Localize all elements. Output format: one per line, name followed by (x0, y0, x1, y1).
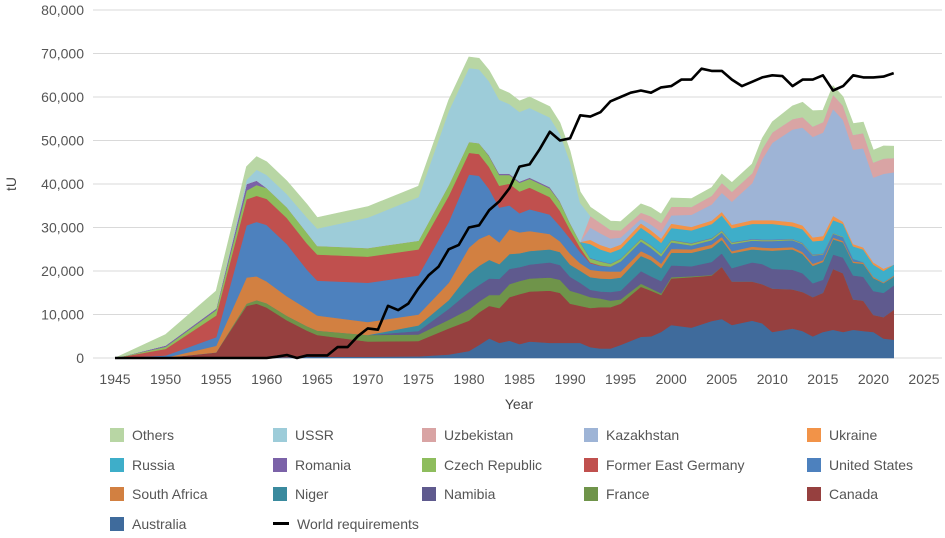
legend-swatch (422, 428, 436, 442)
legend-swatch (584, 428, 598, 442)
x-tick-label: 1975 (403, 371, 434, 387)
y-tick-label: 50,000 (41, 133, 84, 149)
x-tick-label: 1970 (352, 371, 383, 387)
legend-label: Czech Republic (444, 456, 543, 473)
x-tick-label: 1945 (99, 371, 130, 387)
legend-label: Namibia (444, 486, 496, 502)
legend-label: Others (132, 427, 175, 443)
legend-label: Niger (295, 486, 329, 502)
legend-swatch (422, 487, 436, 501)
legend-line-swatch (273, 522, 289, 525)
legend-label: Canada (829, 486, 879, 502)
x-tick-label: 1960 (251, 371, 282, 387)
legend-swatch (584, 457, 598, 472)
legend-swatch (807, 428, 821, 442)
legend-item: South Africa (110, 486, 208, 502)
legend-swatch (273, 487, 287, 501)
legend-label: World requirements (297, 515, 419, 532)
legend-swatch (110, 487, 124, 501)
world-requirements-line (115, 67, 895, 360)
y-tick-label: 30,000 (41, 220, 84, 236)
legend-item: France (584, 486, 650, 502)
legend-item: USSR (273, 427, 334, 443)
y-tick-label: 0 (76, 350, 84, 366)
x-tick-label: 1950 (150, 371, 181, 387)
legend-item: Australia (110, 516, 186, 532)
y-tick-label: 10,000 (41, 307, 84, 323)
legend-item: Russia (110, 457, 175, 473)
legend-label: United States (829, 456, 914, 473)
legend-item: Canada (807, 486, 878, 502)
legend-item: Others (110, 427, 174, 443)
legend-swatch (273, 428, 287, 442)
legend-swatch (273, 457, 287, 472)
legend-swatch (422, 457, 436, 472)
y-tick-label: 70,000 (41, 46, 84, 62)
x-tick-label: 1995 (605, 371, 636, 387)
legend-item: Kazakhstan (584, 427, 679, 443)
area-series (114, 56, 894, 359)
legend-item: Former East Germany (584, 457, 744, 473)
legend-label: Ukraine (829, 427, 878, 443)
y-axis-title: tU (3, 177, 19, 191)
x-tick-label: 1965 (302, 371, 333, 387)
legend-swatch (584, 487, 598, 501)
legend-swatch (807, 457, 821, 472)
y-tick-label: 60,000 (41, 89, 84, 105)
area-others (114, 56, 894, 359)
y-axis-ticks: 0 10,000 20,000 30,000 40,000 50,000 60,000 70,… (41, 2, 84, 366)
x-tick-label: 1955 (201, 371, 232, 387)
legend-item: Namibia (422, 486, 495, 502)
x-tick-label: 1980 (453, 371, 484, 387)
x-tick-label: 2010 (757, 371, 788, 387)
y-tick-label: 80,000 (41, 2, 84, 18)
legend-label: Uzbekistan (444, 427, 514, 443)
stacked-area-chart: 0 10,000 20,000 30,000 40,000 50,000 60,000 70,… (3, 2, 942, 410)
legend-swatch (110, 457, 124, 472)
x-axis-ticks: 1945 1950 1955 1960 1965 1970 1975 1980 1985 1990… (99, 371, 939, 387)
legend-label: Former East Germany (606, 456, 745, 473)
x-axis-title: Year (505, 396, 534, 410)
legend-label: Australia (132, 515, 187, 532)
world-requirements-series (115, 67, 895, 360)
legend-swatch (807, 487, 821, 501)
legend-item: Niger (273, 486, 328, 502)
y-tick-label: 40,000 (41, 176, 84, 192)
legend-label: France (606, 486, 650, 502)
legend-swatch (110, 516, 124, 531)
x-tick-label: 2020 (858, 371, 889, 387)
x-tick-label: 2025 (908, 371, 939, 387)
legend-label: USSR (295, 427, 334, 443)
legend-item: Czech Republic (422, 457, 542, 473)
legend-label: Romania (295, 456, 352, 473)
legend-label: South Africa (132, 486, 208, 502)
legend-label: Russia (132, 456, 175, 473)
legend-item: World requirements (273, 516, 419, 532)
x-tick-label: 1985 (504, 371, 535, 387)
legend-item: Uzbekistan (422, 427, 513, 443)
y-tick-label: 20,000 (41, 263, 84, 279)
legend-item: Ukraine (807, 427, 877, 443)
legend-item: United States (807, 457, 913, 473)
x-tick-label: 1990 (554, 371, 585, 387)
x-tick-label: 2015 (807, 371, 838, 387)
legend-swatch (110, 428, 124, 442)
x-tick-label: 2000 (656, 371, 687, 387)
legend-item: Romania (273, 457, 351, 473)
legend-label: Kazakhstan (606, 427, 680, 443)
x-tick-label: 2005 (706, 371, 737, 387)
